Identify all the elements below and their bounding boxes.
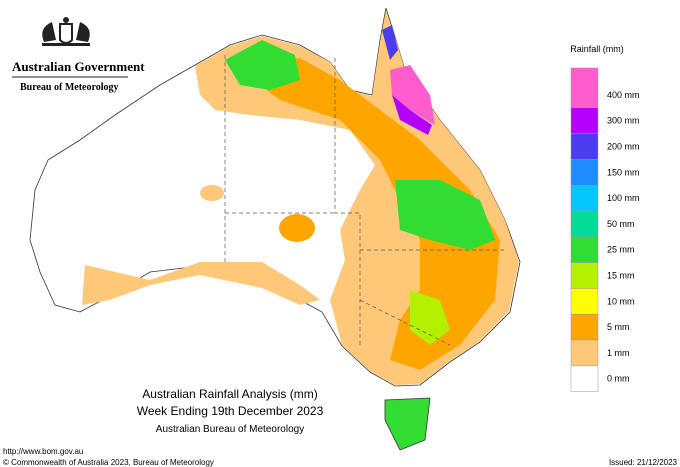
legend-label: 150 mm	[607, 167, 640, 177]
legend-swatch	[570, 339, 599, 367]
crest	[42, 17, 90, 46]
tasmania	[384, 397, 431, 451]
footer-url: http://www.bom.gov.au	[3, 447, 83, 456]
legend-label: 400 mm	[607, 90, 640, 100]
legend-label: 300 mm	[607, 116, 640, 126]
legend-swatch	[570, 365, 599, 392]
legend-label: 10 mm	[607, 296, 635, 306]
rain-south	[82, 262, 320, 305]
agency-name: Bureau of Meteorology	[20, 82, 119, 93]
legend-label: 200 mm	[607, 142, 640, 152]
legend-label: 1 mm	[607, 348, 630, 358]
legend-title: Rainfall (mm)	[570, 44, 624, 54]
legend-label: 5 mm	[607, 322, 630, 332]
legend-swatch	[570, 107, 599, 134]
rain-15mm	[410, 290, 450, 345]
legend-swatch	[570, 236, 599, 263]
rain-5mm	[240, 58, 500, 370]
legend-swatch	[570, 210, 599, 238]
legend-label: 0 mm	[607, 374, 630, 384]
legend-label: 25 mm	[607, 245, 635, 255]
legend-label: 100 mm	[607, 193, 640, 203]
rain-300mm	[392, 95, 432, 135]
legend-swatch	[570, 184, 599, 212]
rain-25mm	[225, 40, 300, 90]
legend-label: 50 mm	[607, 219, 635, 229]
legend-swatch	[570, 133, 599, 160]
legend-swatch	[570, 67, 599, 109]
map-subtitle: Week Ending 19th December 2023	[137, 404, 324, 418]
rain-400mm	[390, 65, 435, 125]
rain-west	[200, 185, 224, 201]
legend-swatch	[570, 313, 599, 341]
footer-copyright: © Commonwealth of Australia 2023, Bureau…	[3, 458, 214, 467]
government-name: Australian Government	[12, 59, 145, 74]
australia-map	[29, 7, 521, 451]
legend-swatch	[570, 262, 599, 289]
legend-swatch	[570, 159, 599, 186]
rain-central	[279, 214, 315, 242]
state-borders	[224, 55, 505, 346]
rain-200mm	[382, 25, 398, 60]
map-title: Australian Rainfall Analysis (mm)	[142, 387, 317, 401]
legend-label: 15 mm	[607, 271, 635, 281]
footer-issued: Issued: 21/12/2023	[609, 458, 678, 467]
map-source: Australian Bureau of Meteorology	[156, 424, 304, 435]
legend: 400 mm 300 mm 200 mm 150 mm 100 mm 50 mm 25 mm…	[570, 67, 640, 392]
legend-swatch	[570, 288, 599, 315]
rain-25mm-east	[395, 180, 495, 250]
